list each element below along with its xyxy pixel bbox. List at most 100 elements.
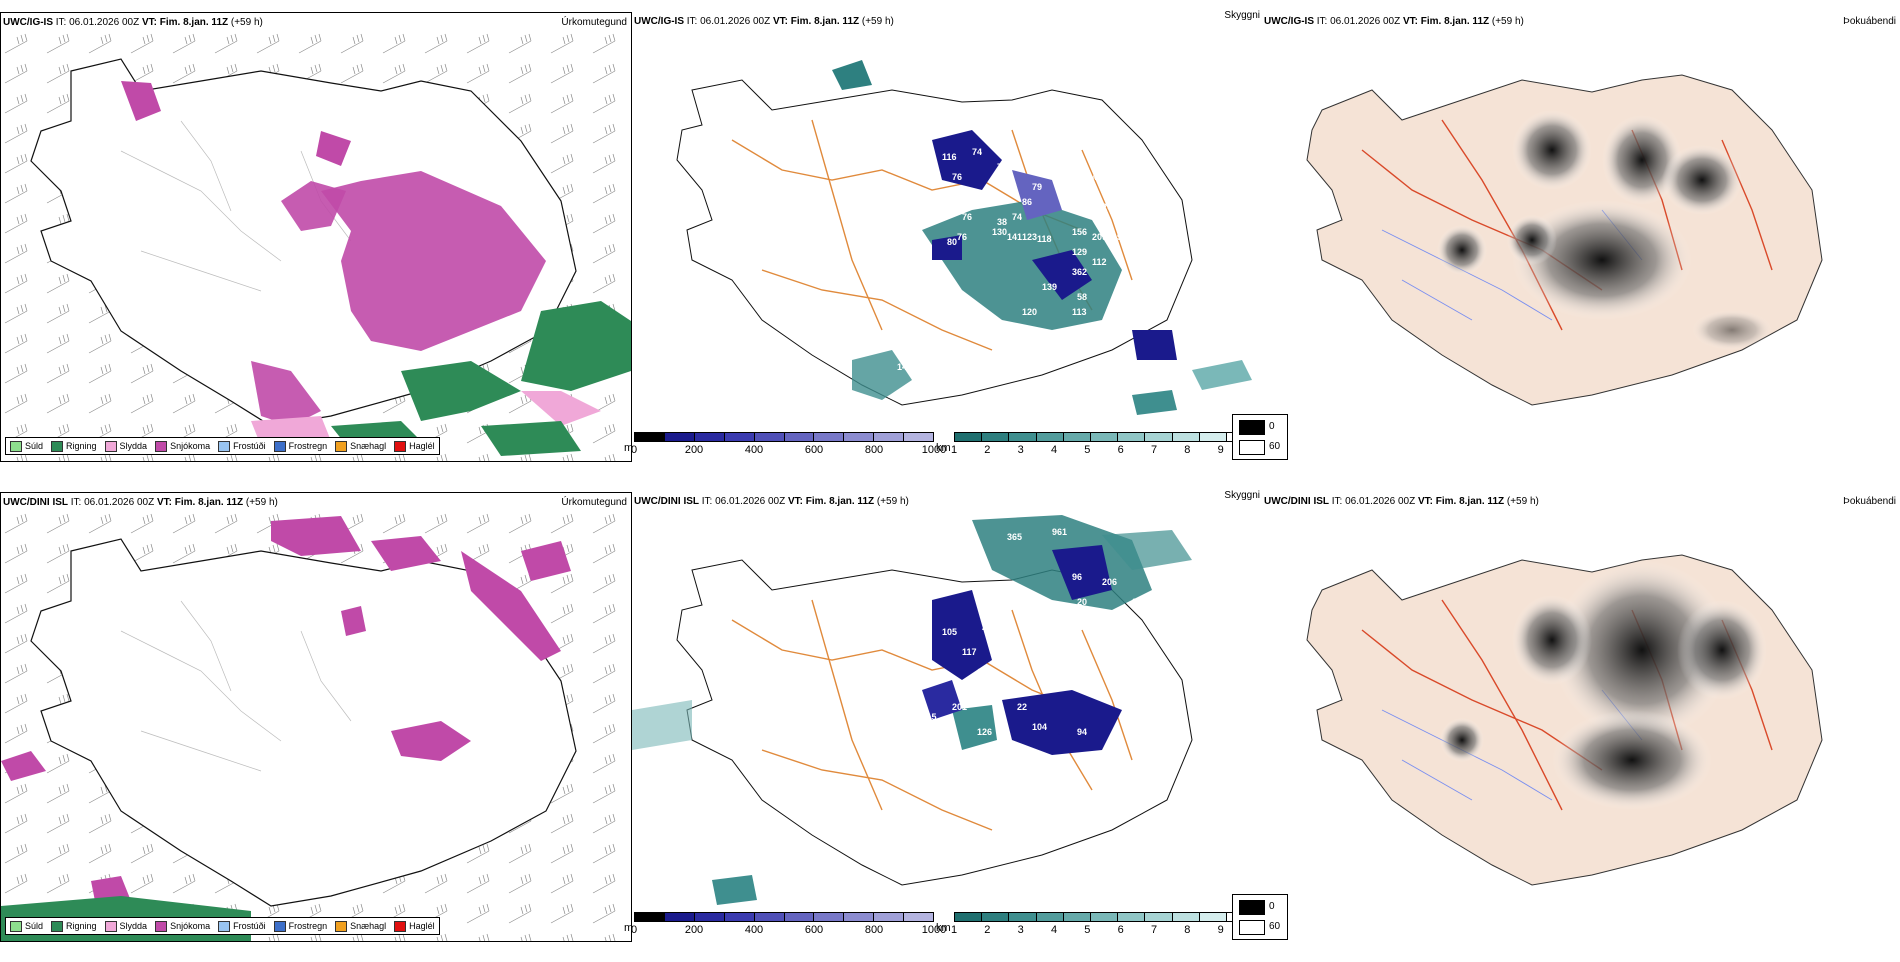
colorbar-tick: 7: [1150, 444, 1158, 456]
visibility-value-label: 22: [1017, 702, 1027, 712]
legend-label: Snjókoma: [170, 921, 211, 931]
legend-label: Slydda: [119, 921, 148, 931]
model-name: UWC/DINI ISL: [3, 497, 68, 508]
fog-swatch-light: [1239, 920, 1265, 935]
colorbar-tick: 4: [1050, 444, 1058, 456]
visibility-map: 365 961 96 20 206 227 173 44 105 117 26 181 125 201 11…: [632, 515, 1193, 905]
precip-map: [1, 511, 631, 941]
vt-value: Fim. 8.jan. 11Z: [159, 17, 229, 28]
colorbar-m-ticks: 0 200 400 600 800 1000: [630, 924, 946, 938]
unit-km: km: [936, 442, 951, 454]
legend-item-slydda: Slydda: [104, 440, 147, 452]
colorbar-segment: [1172, 913, 1200, 921]
visibility-value-label: 113: [1072, 307, 1087, 317]
panel-header: UWC/DINI ISL IT: 06.01.2026 00Z VT: Fim.…: [634, 490, 1260, 510]
visibility-value-label: 78: [997, 162, 1007, 172]
panel-title: Úrkomutegund: [561, 17, 627, 28]
visibility-value-label: 38: [997, 217, 1007, 227]
visibility-value-label: 120: [1022, 307, 1037, 317]
model-name: UWC/DINI ISL: [634, 496, 699, 507]
colorbar-tick: 400: [744, 444, 764, 456]
vt-value: Fim. 8.jan. 11Z: [805, 496, 875, 507]
legend-label: Súld: [25, 921, 44, 931]
visibility-value-label: 115: [922, 712, 937, 722]
legend-label: Rigning: [66, 441, 97, 451]
vt-label: VT:: [787, 496, 803, 507]
visibility-panel: UWC/DINI ISL IT: 06.01.2026 00Z VT: Fim.…: [624, 490, 1262, 942]
colorbar-tick: 5: [1084, 444, 1091, 456]
colorbar-tick: 0: [630, 924, 638, 936]
visibility-value-label: 181: [977, 667, 992, 677]
visibility-value-label: 147: [897, 362, 912, 372]
colorbar-segment: [1009, 913, 1037, 921]
visibility-value-label: 39: [1122, 192, 1132, 202]
colorbar-tick: 9: [1217, 924, 1224, 936]
colorbar-segment: [1090, 913, 1119, 921]
fog-swatch-light: [1239, 440, 1265, 455]
legend-item-rigning: Rigning: [51, 920, 97, 932]
legend-label: Frostregn: [288, 441, 328, 451]
colorbar-tick: 6: [1117, 924, 1124, 936]
colorbar-tick: 600: [804, 924, 824, 936]
visibility-value-label: 86: [1022, 197, 1032, 207]
colorbar-tick: 2: [984, 444, 991, 456]
vt-value: Fim. 8.jan. 11Z: [1435, 496, 1505, 507]
legend-item-slydda: Slydda: [104, 920, 148, 932]
colorbar-segment: [1036, 433, 1064, 441]
panel-header: UWC/IG-IS IT: 06.01.2026 00Z VT: Fim. 8.…: [1264, 16, 1896, 30]
colorbar-km-bars: [954, 912, 1254, 922]
legend-swatch: [51, 440, 64, 452]
colorbar-segment: [784, 433, 815, 441]
visibility-value-label: 156: [1072, 227, 1087, 237]
fog-legend: 0 60: [1232, 894, 1288, 940]
legend-swatch: [104, 920, 117, 932]
visibility-value-label: 204: [1102, 202, 1117, 212]
colorbar-segment: [814, 433, 845, 441]
fog-swatch-dark: [1239, 420, 1265, 435]
colorbar-tick: 600: [804, 444, 824, 456]
visibility-value-label: 26: [982, 622, 992, 632]
colorbar-segment: [814, 913, 845, 921]
colorbar-segment: [754, 433, 785, 441]
legend-item-sudl: Súld: [10, 920, 44, 932]
panel-header: UWC/DINI ISL IT: 06.01.2026 00Z VT: Fim.…: [1264, 496, 1896, 510]
colorbar-segment: [1009, 433, 1037, 441]
legend-swatch: [394, 920, 407, 932]
colorbar-tick: 4: [1050, 924, 1058, 936]
colorbar-segment: [844, 913, 875, 921]
colorbar-segment: [1118, 913, 1146, 921]
colorbar-tick: 1: [950, 924, 958, 936]
colorbar-segment: [754, 913, 785, 921]
it-label: IT:: [1331, 496, 1343, 507]
colorbar-segment: [635, 913, 665, 921]
vt-value: Fim. 8.jan. 11Z: [1420, 16, 1490, 27]
offset: (+59 h): [861, 16, 894, 27]
vt-label: VT:: [1402, 16, 1418, 27]
colorbar-segment: [1172, 433, 1200, 441]
fog-panel: UWC/DINI ISL IT: 06.01.2026 00Z VT: Fim.…: [1232, 492, 1900, 942]
legend-swatch: [394, 440, 407, 452]
panel-title: Skyggni: [1224, 490, 1260, 501]
colorbar-tick: 3: [1017, 924, 1024, 936]
colorbar-segment: [784, 913, 815, 921]
colorbar-tick: 6: [1117, 444, 1124, 456]
visibility-value-label: 44: [1157, 617, 1167, 627]
fog-legend: 0 60: [1232, 414, 1288, 460]
panel-title: Þokuábendi: [1843, 16, 1896, 27]
colorbar-segment: [1063, 433, 1091, 441]
colorbar-km-ticks: 12345678910: [950, 924, 1260, 938]
it-label: IT:: [686, 16, 698, 27]
fog-map: [1306, 74, 1823, 406]
model-name: UWC/IG-IS: [1264, 16, 1314, 27]
legend-label: Súld: [25, 441, 44, 451]
offset: (+59 h): [1491, 16, 1524, 27]
colorbar-tick: 1: [950, 444, 958, 456]
colorbar-tick: 9: [1217, 444, 1224, 456]
unit-m: m: [624, 442, 634, 454]
visibility-value-label: 538: [1052, 120, 1067, 130]
it-label: IT:: [701, 496, 713, 507]
visibility-value-label: 76: [957, 232, 967, 242]
visibility-value-label: 25: [927, 357, 937, 367]
colorbar-tick: 1000: [921, 444, 947, 456]
legend-item-frostudi: Frostúði: [218, 440, 266, 452]
